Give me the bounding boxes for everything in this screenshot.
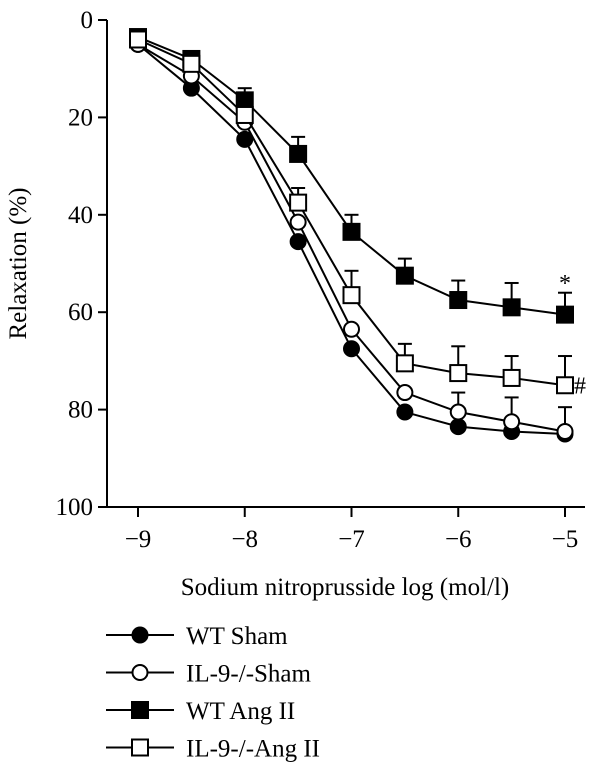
x-tick-label: −9 xyxy=(125,526,152,553)
x-tick-label: −8 xyxy=(231,526,258,553)
data-point xyxy=(342,286,361,305)
data-point xyxy=(236,130,254,148)
x-tick-label: −5 xyxy=(552,526,579,553)
legend: WT Sham IL-9-/-Sham WT Ang II IL-9-/-Ang II xyxy=(106,623,320,763)
data-point xyxy=(502,298,521,317)
y-tick-label: 40 xyxy=(68,202,93,229)
legend-item: WT Ang II xyxy=(106,698,295,725)
series-2 xyxy=(129,28,574,324)
data-point xyxy=(235,105,254,124)
y-tick-label: 80 xyxy=(68,397,93,424)
x-axis-title: Sodium nitroprusside log (mol/l) xyxy=(181,574,509,601)
x-tick-label: −6 xyxy=(445,526,472,553)
legend-item: IL-9-/-Ang II xyxy=(106,736,320,763)
legend-label: WT Sham xyxy=(186,623,288,650)
annotation: # xyxy=(574,373,586,399)
legend-item: WT Sham xyxy=(106,623,288,650)
axes xyxy=(106,20,585,508)
legend-marker xyxy=(131,738,149,757)
legend-item: IL-9-/-Sham xyxy=(106,661,312,688)
y-tick-label: 0 xyxy=(81,7,94,34)
data-point xyxy=(289,144,308,163)
y-tick-label: 100 xyxy=(56,494,94,521)
data-point xyxy=(396,384,414,402)
data-point xyxy=(556,423,574,441)
legend-label: WT Ang II xyxy=(186,698,295,725)
data-point xyxy=(289,213,307,231)
y-tick-label: 60 xyxy=(68,299,93,326)
data-point xyxy=(503,413,521,431)
x-tick-label: −7 xyxy=(338,526,365,553)
annotations: *# xyxy=(559,271,586,399)
data-point xyxy=(502,368,521,387)
data-point xyxy=(449,418,467,436)
data-point xyxy=(449,403,467,421)
data-point xyxy=(343,320,360,338)
data-point xyxy=(395,354,414,373)
data-point xyxy=(129,30,147,49)
legend-marker xyxy=(131,626,149,644)
legend-label: IL-9-/-Ang II xyxy=(186,736,320,763)
legend-label: IL-9-/-Sham xyxy=(186,661,312,688)
legend-marker xyxy=(131,664,149,681)
data-point xyxy=(449,291,468,310)
legend-marker xyxy=(131,701,149,719)
data-point xyxy=(396,403,414,421)
data-point xyxy=(289,233,307,251)
y-axis-title: Relaxation (%) xyxy=(5,187,32,339)
data-point xyxy=(342,222,361,241)
annotation: * xyxy=(559,271,571,297)
data-point xyxy=(343,340,360,358)
series-layer xyxy=(129,28,574,443)
data-point xyxy=(182,54,201,73)
series-3 xyxy=(129,30,574,395)
ticks: 0 20 40 60 80 100 −9 −8 −7 −6 −5 xyxy=(56,7,579,553)
data-point xyxy=(395,266,414,285)
data-point xyxy=(289,193,308,212)
data-point xyxy=(449,364,468,383)
data-point xyxy=(556,376,574,395)
y-tick-label: 20 xyxy=(68,104,93,131)
data-point xyxy=(556,305,574,324)
